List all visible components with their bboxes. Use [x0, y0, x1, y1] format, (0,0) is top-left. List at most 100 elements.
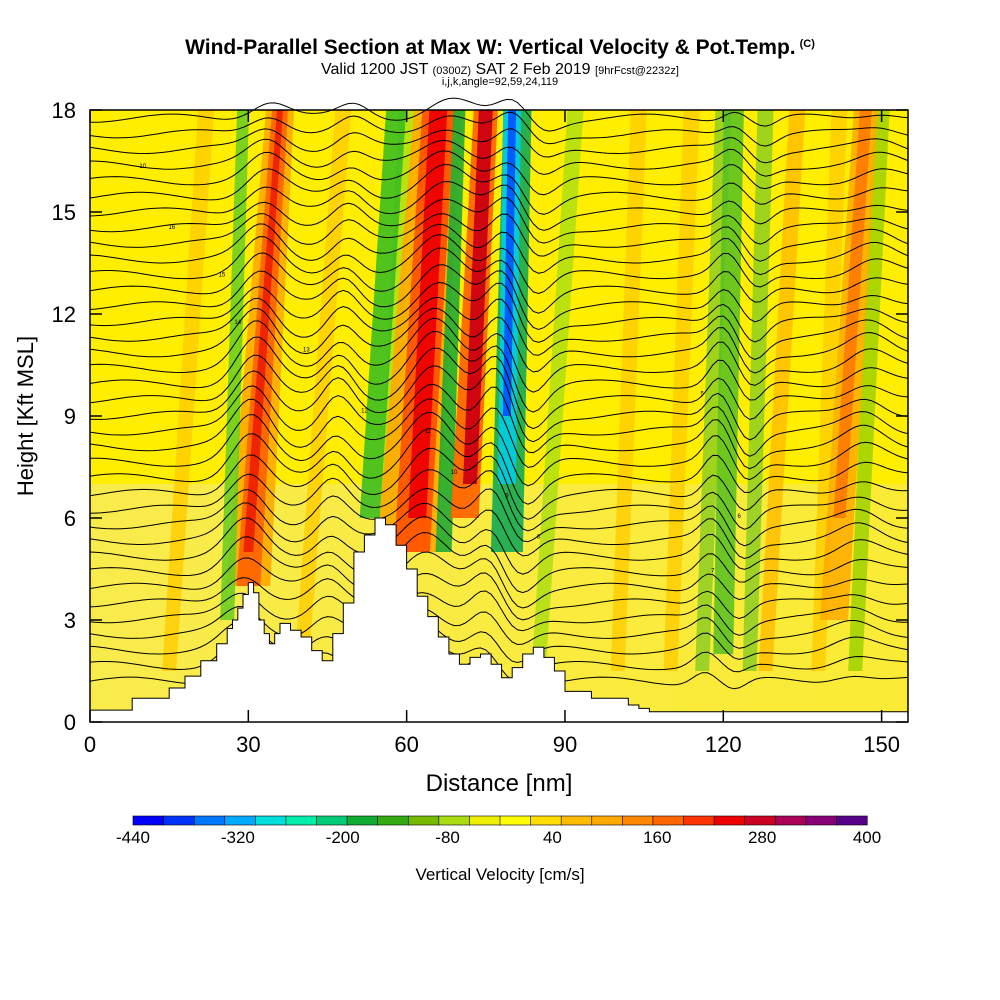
colorbar-tick-label: 160	[643, 828, 671, 847]
colorbar-swatch	[407, 815, 440, 826]
isentrope-line-23	[89, 281, 909, 343]
terrain-mask	[89, 517, 909, 723]
isentrope-line-30	[89, 180, 909, 231]
isentrope-line-22	[89, 296, 909, 360]
y-axis-title: Height [Kft MSL]	[13, 336, 38, 496]
contour-label: 15	[219, 273, 226, 279]
x-axis: 0 30 60 90 120 150 Distance [nm]	[84, 110, 900, 797]
isentrope-line-5	[89, 572, 909, 621]
y-tick-label: 9	[64, 404, 76, 429]
colorbar-swatch	[193, 815, 226, 826]
contour-label: 9	[505, 494, 509, 500]
isentrope-contours: 10 16 15 14 13 12 11 10 9 8 7 6 5	[89, 97, 909, 698]
colorbar-swatch	[530, 815, 562, 826]
colorbar-swatch	[224, 815, 256, 826]
isentrope-line-28	[89, 213, 909, 262]
updraft-75-core	[462, 110, 493, 484]
weak-streak-0	[162, 110, 215, 671]
weak-streak-10	[848, 110, 890, 671]
contour-label: 12	[361, 409, 368, 415]
isentrope-line-12	[89, 447, 909, 520]
colorbar-tick-label: 40	[543, 828, 562, 847]
colorbar-swatch	[591, 815, 623, 826]
x-tick-label: 60	[394, 732, 418, 757]
colorbar-tick-label: -320	[221, 828, 255, 847]
colorbar-title: Vertical Velocity [cm/s]	[415, 865, 584, 884]
contour-label: 7	[711, 568, 715, 574]
colorbar-swatch	[622, 815, 654, 826]
x-axis-title: Distance [nm]	[426, 770, 573, 797]
isentrope-line-6	[89, 551, 909, 609]
updraft-64-core	[408, 110, 448, 518]
y-tick-label: 12	[52, 302, 76, 327]
copyright-mark: (C)	[799, 38, 815, 50]
y-tick-label: 15	[52, 200, 76, 225]
weak-streak-3	[663, 110, 700, 671]
isentrope-line-4	[89, 590, 908, 636]
colorbar-tick-label: -440	[116, 828, 150, 847]
contour-label: 14	[234, 320, 241, 326]
contour-label: 16	[168, 225, 175, 231]
isentrope-line-33	[89, 138, 909, 177]
isentrope-line-34	[89, 128, 909, 164]
colorbar: -440 -320 -200 -80 40 160 280 400 Vertical Veloc…	[116, 815, 881, 884]
colorbar-swatch	[377, 815, 409, 826]
contour-label: 10	[451, 470, 458, 476]
isentrope-line-29	[89, 197, 909, 245]
updraft-32-core	[243, 110, 283, 552]
weak-streak-1	[294, 110, 352, 671]
contour-label: 5	[701, 392, 705, 398]
colorbar-tick-label: -80	[435, 828, 460, 847]
colorbar-swatch	[744, 815, 776, 826]
isentrope-line-21	[89, 307, 909, 374]
x-tick-label: 120	[705, 732, 742, 757]
colorbar-swatch	[560, 815, 593, 826]
x-tick-label: 90	[553, 732, 577, 757]
isentrope-line-20	[89, 317, 909, 393]
isentrope-line-35	[89, 111, 909, 147]
x-tick-label: 30	[236, 732, 260, 757]
downdraft-55	[359, 110, 407, 518]
contour-label: 11	[425, 429, 432, 435]
colorbar-swatch	[255, 815, 287, 826]
isentrope-line-13	[89, 428, 909, 505]
weak-streak-4	[758, 110, 806, 671]
contour-label: 13	[303, 347, 310, 353]
isentrope-line-7	[89, 532, 909, 594]
y-tick-label: 18	[52, 98, 76, 123]
isentrope-line-32	[89, 150, 909, 196]
isentrope-line-10	[89, 487, 909, 547]
updraft-147-core	[833, 110, 872, 518]
isentrope-line-36	[90, 97, 909, 132]
isentrope-line-27	[89, 223, 909, 276]
isentrope-line-19	[89, 330, 909, 413]
colorbar-tick-label: 280	[748, 828, 776, 847]
colorbar-swatch	[499, 815, 532, 826]
isentrope-line-31	[89, 164, 909, 215]
colorbar-swatch	[683, 815, 715, 826]
colorbar-swatch	[346, 815, 379, 826]
isentrope-line-14	[90, 411, 909, 487]
x-tick-label: 150	[863, 732, 900, 757]
isentrope-line-24	[89, 264, 909, 331]
isentrope-line-17	[89, 365, 909, 443]
y-tick-label: 0	[64, 710, 76, 735]
weak-streak-2	[610, 110, 647, 671]
colorbar-swatch	[805, 815, 838, 826]
isentrope-line-11	[89, 469, 909, 532]
weak-streak-5	[811, 110, 848, 671]
colorbar-swatch	[774, 815, 807, 826]
y-tick-label: 3	[64, 608, 76, 633]
isentrope-line-2	[89, 620, 909, 664]
chart-title: Wind-Parallel Section at Max W: Vertical…	[185, 36, 815, 59]
chart-subtitle: Valid 1200 JST (0300Z) SAT 2 Feb 2019 [9…	[321, 61, 679, 78]
weak-streak-8	[742, 110, 774, 671]
colorbar-tick-label: -200	[326, 828, 360, 847]
colorbar-swatch	[316, 815, 348, 826]
colorbar-swatch	[713, 815, 746, 826]
colorbar-swatch	[285, 815, 318, 826]
isentrope-line-3	[89, 605, 909, 649]
colorbar-swatch	[438, 815, 471, 826]
colorbar-swatch	[163, 815, 195, 826]
